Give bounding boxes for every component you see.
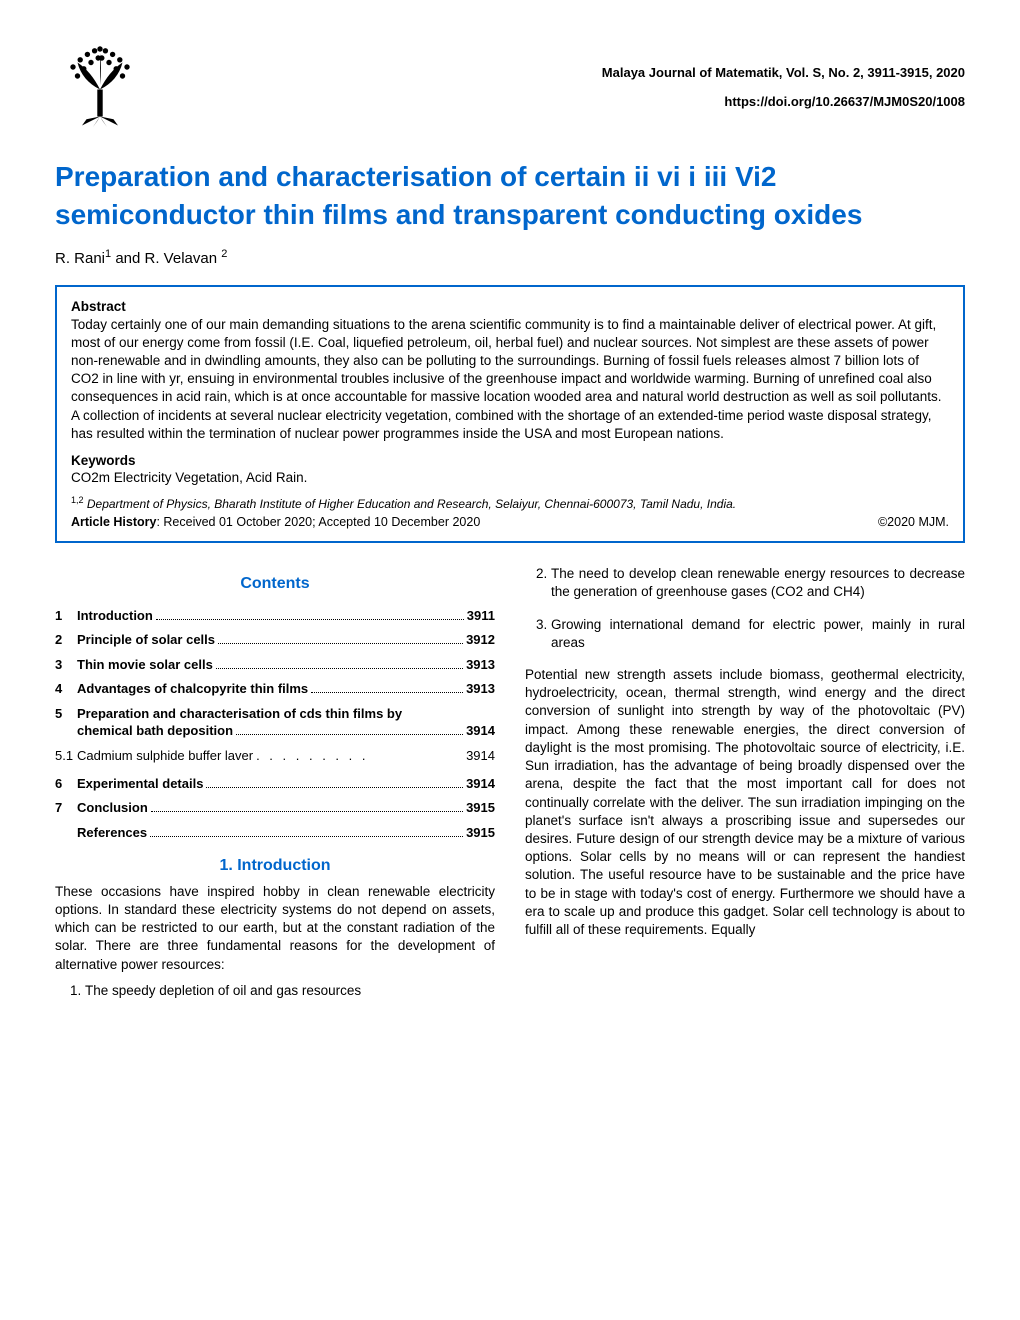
header-row: Malaya Journal of Matematik, Vol. S, No.… <box>55 40 965 130</box>
authors: R. Rani1 and R. Velavan 2 <box>55 248 965 267</box>
abstract-text: Today certainly one of our main demandin… <box>71 316 949 444</box>
reason-item-2: The need to develop clean renewable ener… <box>551 565 965 601</box>
toc-dots <box>156 619 464 620</box>
toc-num: 6 <box>55 775 77 793</box>
reason-item-3: Growing international demand for electri… <box>551 616 965 652</box>
toc-page: 3914 <box>466 775 495 793</box>
toc-dots <box>151 811 463 812</box>
toc-row[interactable]: 2Principle of solar cells 3912 <box>55 631 495 649</box>
right-paragraph: Potential new strength assets include bi… <box>525 666 965 939</box>
toc-label: Introduction <box>77 607 153 625</box>
history-left: Article History: Received 01 October 202… <box>71 515 480 529</box>
toc-row[interactable]: 1Introduction 3911 <box>55 607 495 625</box>
toc-page: 3913 <box>466 680 495 698</box>
toc-page: 3915 <box>466 824 495 842</box>
affiliation-text: Department of Physics, Bharath Institute… <box>87 497 736 511</box>
toc-page: 3912 <box>466 631 495 649</box>
header-meta: Malaya Journal of Matematik, Vol. S, No.… <box>602 40 965 123</box>
toc-row[interactable]: 3Thin movie solar cells 3913 <box>55 656 495 674</box>
affiliation-sup: 1,2 <box>71 495 84 505</box>
journal-logo <box>55 40 145 130</box>
toc-num: 2 <box>55 631 77 649</box>
toc-dots <box>311 692 463 693</box>
paper-title: Preparation and characterisation of cert… <box>55 158 965 234</box>
contents-heading: Contents <box>55 573 495 595</box>
article-history: Article History: Received 01 October 202… <box>71 515 949 529</box>
toc-page: 3914 <box>466 722 495 740</box>
abstract-box: Abstract Today certainly one of our main… <box>55 285 965 544</box>
toc-num: 5 <box>55 705 77 723</box>
toc-page: 3915 <box>466 799 495 817</box>
toc-dots <box>150 836 463 837</box>
journal-citation: Malaya Journal of Matematik, Vol. S, No.… <box>602 65 965 80</box>
toc-num: 5.1 <box>55 747 77 765</box>
toc-row[interactable]: 4Advantages of chalcopyrite thin films 39… <box>55 680 495 698</box>
history-left-text: : Received 01 October 2020; Accepted 10 … <box>156 515 480 529</box>
toc-num: 3 <box>55 656 77 674</box>
toc-row[interactable]: 6Experimental details 3914 <box>55 775 495 793</box>
keywords-text: CO2m Electricity Vegetation, Acid Rain. <box>71 470 949 485</box>
toc-label: Conclusion <box>77 799 148 817</box>
reason-item-1: The speedy depletion of oil and gas reso… <box>85 982 495 1000</box>
toc-row[interactable]: References 3915 <box>55 824 495 842</box>
abstract-label: Abstract <box>71 299 949 314</box>
toc-dots <box>218 643 463 644</box>
intro-paragraph: These occasions have inspired hobby in c… <box>55 883 495 974</box>
toc-row[interactable]: 7Conclusion 3915 <box>55 799 495 817</box>
toc-page: 3914 <box>466 747 495 765</box>
keywords-label: Keywords <box>71 453 949 468</box>
toc-row[interactable]: 5.1Cadmium sulphide buffer laver . . . .… <box>55 747 495 768</box>
toc-label: Thin movie solar cells <box>77 656 213 674</box>
right-column: The need to develop clean renewable ener… <box>525 565 965 1014</box>
toc-label: References <box>77 824 147 842</box>
toc-dots <box>216 668 463 669</box>
toc-label: Cadmium sulphide buffer laver <box>77 747 253 765</box>
toc-list: 1Introduction 3911 2Principle of solar cel… <box>55 607 495 841</box>
left-column: Contents 1Introduction 3911 2Principle of … <box>55 565 495 1014</box>
introduction-heading: 1. Introduction <box>55 855 495 877</box>
history-right: ©2020 MJM. <box>878 515 949 529</box>
reasons-list-right: The need to develop clean renewable ener… <box>525 565 965 652</box>
toc-dots: . . . . . . . . . <box>256 747 463 765</box>
toc-label: Advantages of chalcopyrite thin films <box>77 680 308 698</box>
toc-num: 7 <box>55 799 77 817</box>
doi-link[interactable]: https://doi.org/10.26637/MJM0S20/1008 <box>602 94 965 109</box>
history-left-label: Article History <box>71 515 156 529</box>
two-column-body: Contents 1Introduction 3911 2Principle of … <box>55 565 965 1014</box>
toc-label: Principle of solar cells <box>77 631 215 649</box>
toc-page: 3913 <box>466 656 495 674</box>
toc-num: 4 <box>55 680 77 698</box>
toc-num: 1 <box>55 607 77 625</box>
affiliation: 1,2 Department of Physics, Bharath Insti… <box>71 495 949 511</box>
toc-page: 3911 <box>467 607 495 625</box>
toc-dots <box>206 787 463 788</box>
toc-dots <box>236 734 463 735</box>
toc-row[interactable]: 5Preparation and characterisation of cds… <box>55 705 495 740</box>
toc-label: Preparation and characterisation of cds … <box>77 705 402 723</box>
toc-label: Experimental details <box>77 775 203 793</box>
reasons-list-left: The speedy depletion of oil and gas reso… <box>55 982 495 1000</box>
toc-label: chemical bath deposition <box>77 722 233 740</box>
